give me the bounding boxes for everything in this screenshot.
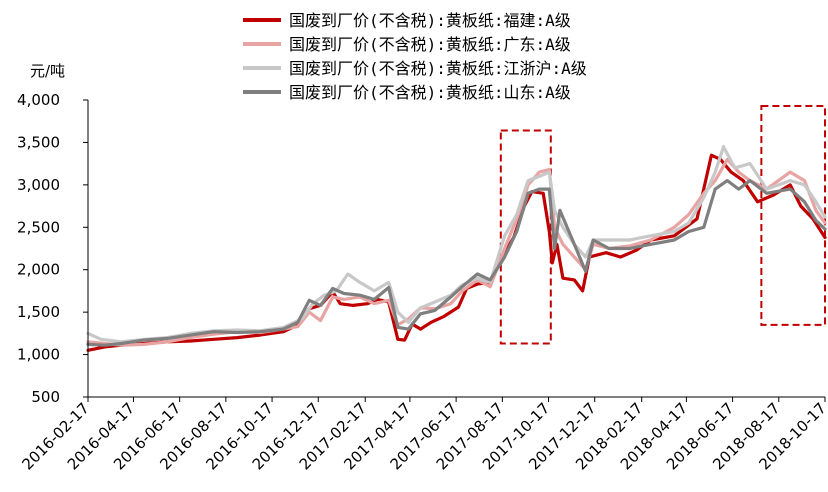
series-line bbox=[86, 157, 827, 347]
series-line bbox=[86, 179, 827, 347]
series-group bbox=[86, 145, 827, 352]
y-tick-label: 500 bbox=[31, 388, 60, 406]
y-tick-label: 1,000 bbox=[17, 346, 60, 364]
axes: 5001,0001,5002,0002,5003,0003,5004,00020… bbox=[17, 91, 828, 473]
legend: 国废到厂价(不含税):黄板纸:福建:A级国废到厂价(不含税):黄板纸:广东:A级… bbox=[243, 11, 587, 102]
series-line bbox=[86, 153, 827, 352]
y-tick-label: 3,500 bbox=[17, 133, 60, 151]
y-tick-label: 1,500 bbox=[17, 303, 60, 321]
y-tick-label: 3,000 bbox=[17, 176, 60, 194]
y-tick-label: 2,000 bbox=[17, 261, 60, 279]
series-line bbox=[86, 145, 827, 344]
legend-label: 国废到厂价(不含税):黄板纸:广东:A级 bbox=[289, 35, 571, 54]
highlight-box bbox=[760, 104, 826, 326]
legend-label: 国废到厂价(不含税):黄板纸:福建:A级 bbox=[289, 11, 571, 30]
legend-label: 国废到厂价(不含税):黄板纸:江浙沪:A级 bbox=[289, 59, 587, 78]
y-tick-label: 2,500 bbox=[17, 218, 60, 236]
legend-label: 国废到厂价(不含税):黄板纸:山东:A级 bbox=[289, 83, 571, 102]
y-tick-label: 4,000 bbox=[17, 91, 60, 109]
y-axis-unit-label: 元/吨 bbox=[30, 62, 65, 80]
